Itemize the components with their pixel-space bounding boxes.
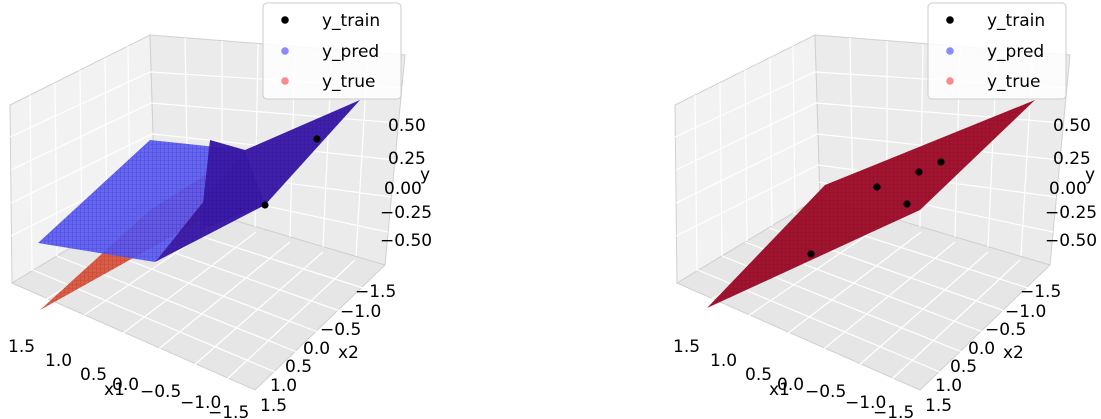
x1-axis-label: x1 bbox=[769, 380, 790, 400]
z-tick: 0.00 bbox=[384, 179, 422, 199]
y-train-points bbox=[261, 135, 321, 209]
z-tick: 0.50 bbox=[388, 116, 426, 136]
x2-tick: 0.0 bbox=[968, 339, 995, 359]
z-tick-labels: 0.50 0.25 0.00 −0.25 −0.50 bbox=[1045, 116, 1097, 251]
z-axis-label: y bbox=[1085, 165, 1095, 185]
legend-label: y_true bbox=[987, 72, 1040, 92]
z-tick: 0.00 bbox=[1049, 179, 1087, 199]
x2-tick: 1.0 bbox=[270, 376, 297, 396]
x2-tick: 1.0 bbox=[935, 376, 962, 396]
x2-axis-label: x2 bbox=[1003, 343, 1024, 363]
train-point bbox=[807, 250, 815, 258]
x1-axis-label: x1 bbox=[104, 380, 125, 400]
x1-tick: 1.0 bbox=[710, 351, 737, 371]
chart-panel-right: 0.50 0.25 0.00 −0.25 −0.50 y −1.5 −1.0 −… bbox=[673, 2, 1097, 419]
z-tick: −0.50 bbox=[1045, 231, 1097, 251]
z-tick: 0.25 bbox=[388, 149, 426, 169]
y-train-points bbox=[807, 158, 945, 258]
x1-tick: −0.5 bbox=[805, 382, 846, 402]
surface-y-pred bbox=[38, 140, 245, 262]
x2-tick: 1.5 bbox=[925, 396, 952, 416]
legend: y_train y_pred y_true bbox=[927, 2, 1067, 100]
train-point bbox=[313, 135, 321, 143]
z-tick-labels: 0.50 0.25 0.00 −0.25 −0.50 bbox=[380, 116, 432, 251]
x2-tick: −1.5 bbox=[355, 282, 396, 302]
z-tick: 0.50 bbox=[1053, 116, 1091, 136]
x2-tick-labels: −1.5 −1.0 −0.5 0.0 0.5 1.0 1.5 bbox=[260, 282, 396, 416]
x1-tick: −1.5 bbox=[873, 403, 914, 419]
surface-y-pred-and-y-true bbox=[707, 100, 1035, 308]
train-point bbox=[903, 200, 911, 208]
train-point bbox=[937, 158, 945, 166]
legend: y_train y_pred y_true bbox=[262, 2, 402, 100]
x2-tick: −1.0 bbox=[1005, 302, 1046, 322]
legend-marker-y-train bbox=[281, 16, 289, 24]
x2-tick: −0.5 bbox=[985, 320, 1026, 340]
x2-tick-labels: −1.5 −1.0 −0.5 0.0 0.5 1.0 1.5 bbox=[925, 282, 1061, 416]
x1-tick-labels: 1.5 1.0 0.5 0.0 −0.5 −1.0 −1.5 bbox=[8, 337, 249, 419]
z-axis-label: y bbox=[420, 165, 430, 185]
z-tick: −0.25 bbox=[1045, 203, 1097, 223]
z-tick: −0.25 bbox=[380, 203, 432, 223]
x1-tick: 0.5 bbox=[80, 365, 107, 385]
x2-tick: 0.5 bbox=[950, 357, 977, 377]
z-tick: −0.50 bbox=[380, 231, 432, 251]
legend-marker-y-train bbox=[946, 16, 954, 24]
x2-tick: 0.0 bbox=[303, 339, 330, 359]
legend-marker-y-pred bbox=[946, 47, 954, 55]
legend-marker-y-true bbox=[946, 77, 954, 85]
train-point bbox=[873, 183, 881, 191]
legend-label: y_train bbox=[987, 11, 1045, 31]
x1-tick: −1.5 bbox=[208, 403, 249, 419]
x1-tick: −0.5 bbox=[140, 382, 181, 402]
legend-label: y_true bbox=[322, 72, 375, 92]
legend-marker-y-true bbox=[281, 77, 289, 85]
surface-overlap bbox=[155, 100, 360, 262]
x1-tick: 1.0 bbox=[45, 351, 72, 371]
train-point bbox=[915, 168, 923, 176]
x1-tick: −1.0 bbox=[845, 393, 886, 413]
legend-marker-y-pred bbox=[281, 47, 289, 55]
x1-tick: 0.5 bbox=[745, 365, 772, 385]
x1-tick: −1.0 bbox=[180, 393, 221, 413]
legend-label: y_pred bbox=[987, 42, 1044, 62]
x1-tick: 0.0 bbox=[777, 375, 804, 395]
x1-tick: 0.0 bbox=[112, 375, 139, 395]
z-tick: 0.25 bbox=[1053, 149, 1091, 169]
chart-panel-left: 0.50 0.25 0.00 −0.25 −0.50 y −1.5 −1.0 −… bbox=[8, 2, 432, 419]
x1-tick: 1.5 bbox=[673, 337, 700, 357]
legend-label: y_train bbox=[322, 11, 380, 31]
x2-tick: −1.5 bbox=[1020, 282, 1061, 302]
x2-tick: 0.5 bbox=[285, 357, 312, 377]
x1-tick: 1.5 bbox=[8, 337, 35, 357]
x2-tick: −0.5 bbox=[320, 320, 361, 340]
x2-axis-label: x2 bbox=[338, 343, 359, 363]
x1-tick-labels: 1.5 1.0 0.5 0.0 −0.5 −1.0 −1.5 bbox=[673, 337, 914, 419]
x2-tick: 1.5 bbox=[260, 396, 287, 416]
train-point bbox=[261, 201, 269, 209]
legend-label: y_pred bbox=[322, 42, 379, 62]
x2-tick: −1.0 bbox=[340, 302, 381, 322]
